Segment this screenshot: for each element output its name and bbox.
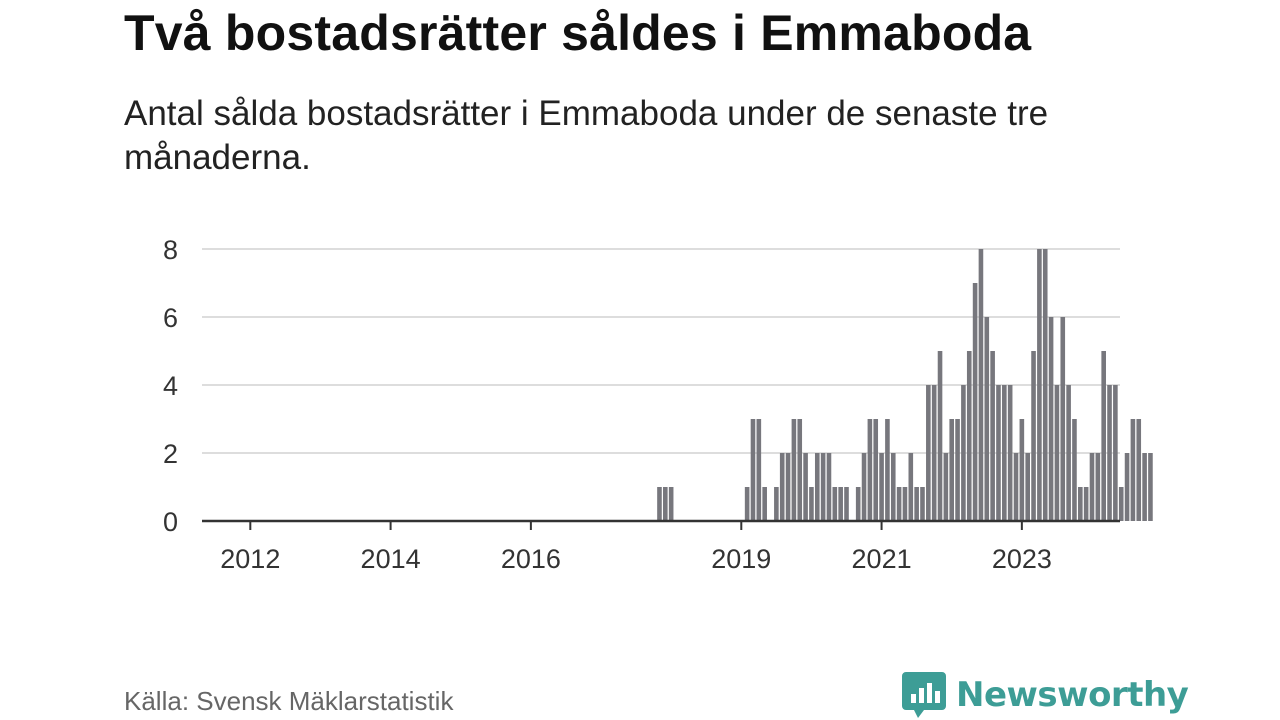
bar: [809, 487, 814, 521]
bar: [937, 351, 943, 521]
bar: [955, 419, 960, 521]
bar: [990, 351, 995, 521]
bar: [879, 453, 884, 521]
bar: [873, 419, 879, 521]
bar: [931, 385, 937, 521]
bar: [826, 453, 832, 521]
bar: [1060, 317, 1066, 521]
x-tick-label: 2021: [852, 544, 912, 574]
bar: [1025, 453, 1030, 521]
x-tick-label: 2016: [501, 544, 561, 574]
bar: [791, 419, 797, 521]
bar: [1095, 453, 1101, 521]
x-tick-label: 2023: [992, 544, 1052, 574]
bar: [663, 487, 668, 521]
bar: [867, 419, 873, 521]
bar: [762, 487, 767, 521]
y-tick-label: 8: [163, 235, 178, 265]
bar: [1007, 385, 1013, 521]
bar: [926, 385, 931, 521]
bar: [668, 487, 674, 521]
bar: [1148, 453, 1153, 521]
bar: [1078, 487, 1083, 521]
bar: [774, 487, 779, 521]
bar: [1042, 249, 1048, 521]
y-tick-label: 4: [163, 371, 178, 401]
bar: [896, 487, 902, 521]
x-tick-label: 2019: [711, 544, 771, 574]
bar: [855, 487, 861, 521]
y-tick-label: 2: [163, 439, 178, 469]
bar: [1113, 385, 1118, 521]
bar: [750, 419, 756, 521]
bar: [756, 419, 762, 521]
bars: [657, 249, 1153, 521]
bar: [902, 487, 908, 521]
bar: [1048, 317, 1054, 521]
bar: [838, 487, 843, 521]
x-tick-label: 2014: [361, 544, 421, 574]
y-axis-ticks: 0 2 4 6 8: [163, 235, 178, 537]
bar: [844, 487, 849, 521]
bar: [1136, 419, 1142, 521]
bar: [657, 487, 662, 521]
bar: [1013, 453, 1019, 521]
bar: [1101, 351, 1106, 521]
y-tick-label: 6: [163, 303, 178, 333]
y-tick-label: 0: [163, 507, 178, 537]
bar: [914, 487, 919, 521]
brand-name: Newsworthy: [956, 675, 1189, 715]
bar: [996, 385, 1001, 521]
bar: [1019, 419, 1025, 521]
bar: [972, 283, 978, 521]
bar: [803, 453, 808, 521]
highlight-value-label: 2: [1172, 0, 1187, 6]
bar: [1002, 385, 1007, 521]
source-note: Källa: Svensk Mäklarstatistik: [124, 686, 454, 716]
newsworthy-logo-icon: [902, 672, 946, 718]
bar: [1031, 351, 1036, 521]
bar: [1054, 385, 1060, 521]
data-labels: 2: [1172, 0, 1187, 6]
bar: [949, 419, 955, 521]
x-tick-label: 2012: [220, 544, 280, 574]
bar: [1118, 487, 1124, 521]
bar: [1037, 249, 1042, 521]
bar: [1072, 419, 1077, 521]
bar: [785, 453, 791, 521]
bar: [920, 487, 925, 521]
bar: [814, 453, 820, 521]
bar: [961, 385, 966, 521]
bar: [943, 453, 949, 521]
bar: [1130, 419, 1136, 521]
brand-logo: Newsworthy: [902, 670, 1189, 720]
bar: [779, 453, 785, 521]
bar: [1089, 453, 1095, 521]
bar: [1083, 487, 1089, 521]
bar: [1107, 385, 1112, 521]
bar: [820, 453, 826, 521]
bar: [744, 487, 750, 521]
x-axis: 2012 2014 2016 2019 2021 2023: [202, 519, 1120, 574]
bar: [908, 453, 914, 521]
bar: [978, 249, 984, 521]
bar: [797, 419, 803, 521]
chart-subtitle: Antal sålda bostadsrätter i Emmaboda und…: [124, 94, 1049, 177]
bar: [832, 487, 838, 521]
bar: [1124, 453, 1130, 521]
bar: [1142, 453, 1147, 521]
bar: [966, 351, 972, 521]
bar: [890, 453, 896, 521]
bar: [984, 317, 990, 521]
chart-title: Två bostadsrätter såldes i Emmaboda: [124, 5, 1032, 61]
bar-chart: 0 2 4 6 8 2012 2014 2016 2019 2021 2023 2: [163, 0, 1187, 574]
bar: [1066, 385, 1071, 521]
bar: [861, 453, 867, 521]
bar: [885, 419, 890, 521]
